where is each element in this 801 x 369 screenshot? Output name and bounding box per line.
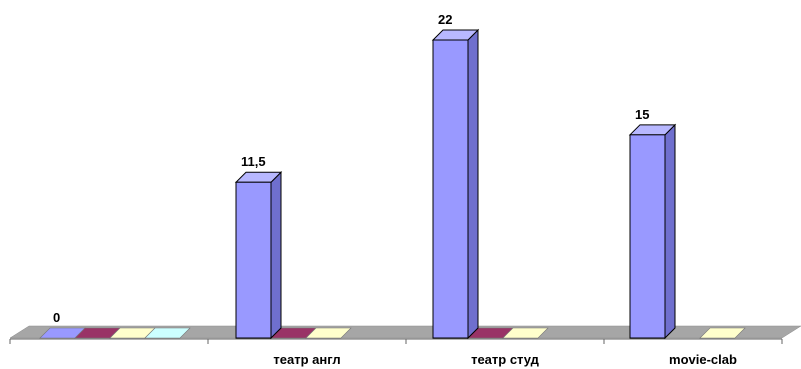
flat-bar-marker [144,327,191,339]
data-label: 11,5 [241,154,266,169]
bar-front [629,134,666,339]
data-label: 22 [438,12,452,27]
flat-bar-marker [699,327,746,339]
bar [628,123,677,340]
flat-bar-marker [305,327,352,339]
bar [234,171,283,340]
flat-bar-marker [502,327,549,339]
data-label: 15 [635,107,649,122]
x-tick-label: театр англ [273,352,340,367]
flat-series-markers [39,327,746,339]
x-axis-labels: театр англ театр студ movie-clab [273,352,737,367]
data-label: 0 [53,310,60,325]
x-tick-label: театр студ [471,352,540,367]
bar-side [467,28,479,340]
bar-series [234,28,677,340]
bar-front [235,181,272,339]
x-tick-label: movie-clab [669,352,737,367]
bar-side [664,123,676,340]
bar-front [432,39,469,339]
data-labels: 0 11,5 22 15 [53,12,649,325]
bar-side [270,171,282,340]
bar [431,28,480,340]
